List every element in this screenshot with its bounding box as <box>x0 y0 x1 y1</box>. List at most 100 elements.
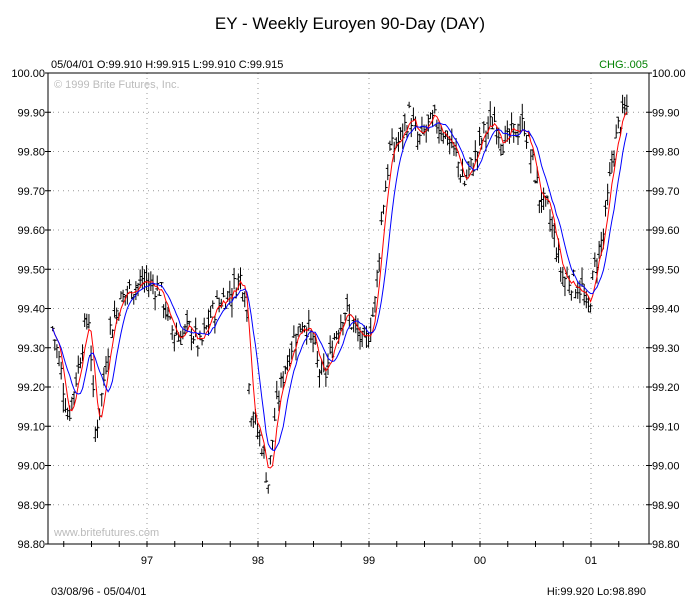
ohlc-bar <box>349 327 354 330</box>
y-tick-label-left: 99.50 <box>17 264 45 276</box>
ohlc-bar <box>607 162 612 177</box>
ohlc-bar <box>590 270 595 280</box>
ohlc-bar <box>298 323 303 333</box>
ohlc-bar <box>370 307 375 318</box>
ohlc-bar <box>112 300 117 318</box>
hi-lo-readout: Hi:99.920 Lo:98.890 <box>546 586 646 598</box>
ohlc-bar <box>539 191 544 213</box>
ohlc-bar <box>59 361 64 380</box>
ohlc-bar <box>560 266 565 286</box>
ohlc-bar <box>509 112 514 132</box>
y-tick-label-right: 99.30 <box>652 343 680 355</box>
x-tick-label: 98 <box>252 555 264 567</box>
y-tick-label-right: 99.80 <box>652 147 680 159</box>
y-tick-label-left: 99.20 <box>17 382 45 394</box>
ohlc-bar <box>281 371 286 390</box>
ohlc-bar <box>528 149 533 174</box>
ohlc-bar <box>227 280 232 306</box>
moving-average-4 <box>52 111 628 469</box>
ohlc-bar <box>155 275 160 291</box>
y-tick-label-right: 100.00 <box>652 68 686 80</box>
ohlc-bar <box>91 375 96 398</box>
y-tick-label-right: 99.20 <box>652 382 680 394</box>
ohlc-bar <box>268 455 273 465</box>
ohlc-bar <box>99 392 104 407</box>
ohlc-bar <box>106 348 111 371</box>
y-tick-label-left: 98.80 <box>17 539 45 551</box>
ohlc-bar <box>456 161 461 178</box>
ohlc-bar <box>127 279 132 290</box>
ohlc-bar <box>315 350 320 368</box>
watermark-text: www.britefutures.com <box>53 527 159 539</box>
ohlc-bar <box>402 113 407 132</box>
y-tick-label-left: 100.00 <box>11 68 45 80</box>
ohlc-bar <box>372 296 377 313</box>
ohlc-bar <box>274 380 279 400</box>
ohlc-bar <box>383 180 388 192</box>
ohlc-bar <box>434 119 439 134</box>
x-tick-label: 97 <box>141 555 153 567</box>
ohlc-bar <box>118 291 123 300</box>
grid <box>48 73 649 544</box>
ohlc-bar <box>232 267 237 290</box>
ohlc-bar <box>242 291 247 308</box>
ohlc-bar <box>191 335 196 344</box>
ohlc-bar <box>311 332 316 353</box>
ohlc-bar <box>200 338 205 346</box>
ohlc-bar <box>343 312 348 321</box>
ohlc-bar <box>108 316 113 335</box>
ohlc-bar <box>481 121 486 134</box>
ohlc-bar <box>614 124 619 139</box>
ohlc-bar <box>221 287 226 298</box>
ohlc-bar <box>624 94 629 116</box>
ohlc-bar <box>172 334 177 352</box>
ohlc-bar <box>217 297 222 313</box>
ohlc-bar <box>501 143 506 155</box>
y-tick-label-right: 99.90 <box>652 107 680 119</box>
ohlc-bar <box>63 398 68 413</box>
ohlc-bar <box>57 350 62 367</box>
ohlc-bar <box>588 303 593 313</box>
ohlc-bar <box>326 353 331 375</box>
ohlc-bar <box>247 383 252 395</box>
y-tick-label-right: 99.00 <box>652 461 680 473</box>
ohlc-bar <box>157 291 162 296</box>
ohlc-bar <box>159 282 164 288</box>
ohlc-bar <box>249 417 254 427</box>
ohlc-bar <box>185 309 190 333</box>
ohlc-bar <box>317 369 322 388</box>
y-tick-label-right: 99.40 <box>652 304 680 316</box>
ohlc-bar <box>407 101 412 109</box>
ohlc-bar <box>93 426 98 442</box>
ohlc-bar <box>387 140 392 151</box>
ohlc-bar <box>569 290 574 301</box>
ohlc-bar <box>54 344 59 359</box>
ohlc-bar <box>398 127 403 140</box>
ohlc-bar <box>411 107 416 121</box>
ohlc-bar <box>439 125 444 141</box>
ohlc-bar <box>541 187 546 211</box>
ohlc-bar <box>396 131 401 152</box>
ohlc-bar <box>567 275 572 294</box>
ohlc-bar <box>594 258 599 284</box>
ohlc-bar <box>110 329 115 339</box>
ohlc-bar <box>86 314 91 329</box>
ohlc-bar <box>548 209 553 232</box>
ohlc-bar <box>620 94 625 114</box>
ohlc-bar <box>473 140 478 162</box>
copyright-text: © 1999 Brite Futures, Inc. <box>54 79 180 91</box>
ohlc-bar <box>524 134 529 149</box>
change-readout: CHG:.005 <box>599 59 648 71</box>
ohlc-bar <box>366 332 371 348</box>
ohlc-bar <box>385 164 390 181</box>
ohlc-bar <box>251 411 256 428</box>
ohlc-bar <box>61 383 66 413</box>
ohlc-bar <box>428 112 433 120</box>
y-tick-label-left: 99.90 <box>17 107 45 119</box>
x-tick-label: 00 <box>474 555 486 567</box>
ohlc-bar <box>605 183 610 206</box>
ohlc-bar <box>580 267 585 287</box>
y-tick-label-right: 98.90 <box>652 500 680 512</box>
ohlc-bar <box>279 372 284 388</box>
ohlc-bar <box>417 133 422 145</box>
